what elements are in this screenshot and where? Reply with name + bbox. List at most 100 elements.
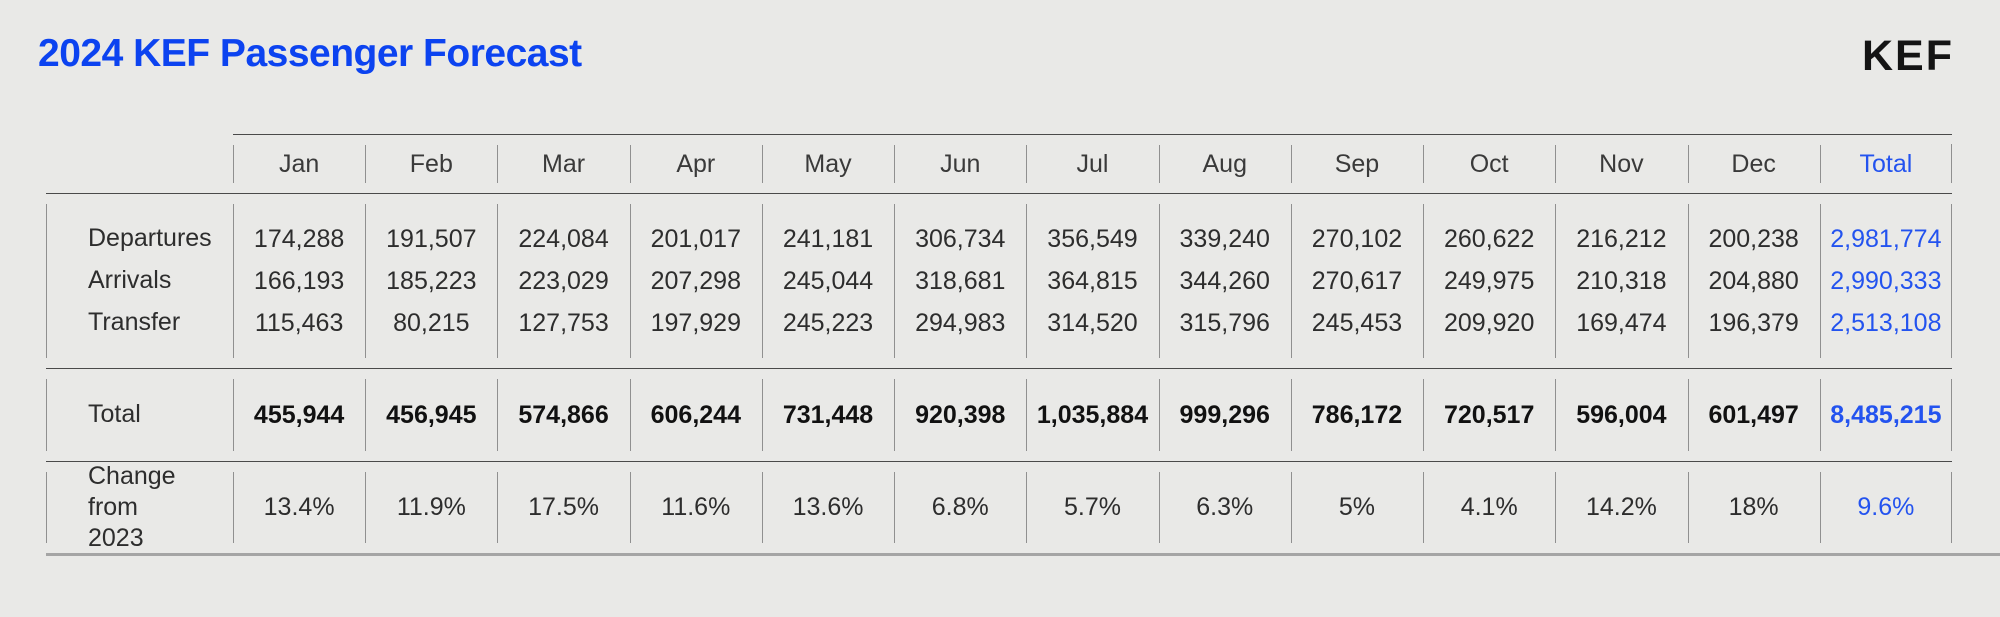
- data-cell: 17.5%: [528, 493, 600, 521]
- data-column: 17.5%: [497, 462, 629, 553]
- data-column: 18%: [1687, 462, 1820, 553]
- data-column: 5.7%: [1026, 462, 1158, 553]
- data-column: 11.9%: [365, 462, 497, 553]
- data-cell: 318,681: [915, 266, 1006, 295]
- row-label-column: Change from 2023: [46, 462, 233, 553]
- month-header-column: Mar: [497, 134, 630, 193]
- data-column: 224,084 223,029 127,753: [497, 194, 629, 368]
- data-cell: 207,298: [650, 266, 741, 295]
- month-header-column: Oct: [1423, 134, 1556, 193]
- month-header-cell: Oct: [1469, 149, 1509, 178]
- data-column: 174,288 166,193 115,463: [233, 194, 365, 368]
- month-header-cell: Apr: [676, 149, 716, 178]
- data-cell: 344,260: [1179, 266, 1270, 295]
- month-header-column: Nov: [1555, 134, 1688, 193]
- data-cell: 455,944: [253, 400, 345, 429]
- row-group-total: Total 455,944 456,945 574,866 606,244 731,448…: [46, 368, 1952, 461]
- month-header-column: Jan: [233, 134, 366, 193]
- data-cell: 11.9%: [396, 493, 466, 521]
- data-cell: 9.6%: [1857, 493, 1915, 521]
- month-header-cell: Jun: [940, 149, 981, 178]
- data-column: 356,549 364,815 314,520: [1026, 194, 1158, 368]
- data-cell: 1,035,884: [1036, 400, 1149, 429]
- row-group-change: Change from 2023 13.4% 11.9% 17.5% 11.6% 13.6…: [46, 461, 1952, 553]
- data-cell: 127,753: [518, 308, 609, 337]
- data-cell: 6.8%: [931, 493, 989, 521]
- data-cell: 920,398: [915, 400, 1006, 429]
- data-column: 216,212 210,318 169,474: [1555, 194, 1687, 368]
- data-column: 339,240 344,260 315,796: [1158, 194, 1291, 368]
- data-cell: 5%: [1338, 493, 1376, 521]
- total-data-column: 2,981,774 2,990,333 2,513,108: [1819, 194, 1952, 368]
- total-data-column: 8,485,215: [1819, 369, 1952, 461]
- data-column: 1,035,884: [1026, 369, 1158, 461]
- data-column: 200,238 204,880 196,379: [1687, 194, 1820, 368]
- data-cell: 200,238: [1708, 224, 1799, 253]
- data-cell: 720,517: [1443, 400, 1535, 429]
- data-cell: 5.7%: [1064, 493, 1121, 521]
- month-header-column: Jul: [1026, 134, 1159, 193]
- page-title: 2024 KEF Passenger Forecast: [38, 32, 582, 75]
- data-cell: 574,866: [518, 400, 609, 429]
- row-label: Change from 2023: [88, 461, 176, 553]
- data-cell: 245,453: [1311, 308, 1403, 337]
- data-cell: 209,920: [1443, 308, 1535, 337]
- data-cell: 14.2%: [1585, 493, 1657, 521]
- month-header-cell: Sep: [1334, 149, 1380, 178]
- data-column: 455,944: [233, 369, 365, 461]
- data-column: 731,448: [761, 369, 894, 461]
- data-cell: 456,945: [386, 400, 477, 429]
- top-bar: 2024 KEF Passenger Forecast KEF: [0, 0, 2000, 134]
- data-column: 241,181 245,044 245,223: [761, 194, 894, 368]
- data-cell: 245,044: [782, 266, 874, 295]
- data-cell: 999,296: [1179, 400, 1270, 429]
- data-cell: 196,379: [1708, 308, 1799, 337]
- data-column: 306,734 318,681 294,983: [894, 194, 1026, 368]
- data-cell: 2,981,774: [1830, 224, 1942, 253]
- row-label-column: Departures Arrivals Transfer: [46, 194, 233, 368]
- data-cell: 6.3%: [1196, 493, 1254, 521]
- table-groups: Departures Arrivals Transfer 174,288 166,193…: [46, 193, 1952, 553]
- data-cell: 241,181: [782, 224, 874, 253]
- data-cell: 18%: [1728, 493, 1779, 521]
- data-column: 260,622 249,975 209,920: [1423, 194, 1555, 368]
- data-cell: 115,463: [254, 308, 344, 337]
- data-cell: 786,172: [1311, 400, 1403, 429]
- data-column: 720,517: [1423, 369, 1555, 461]
- month-header-column: May: [761, 134, 895, 193]
- data-column: 999,296: [1158, 369, 1291, 461]
- data-column: 14.2%: [1555, 462, 1687, 553]
- month-header-column: Aug: [1158, 134, 1291, 193]
- total-data-column: 9.6%: [1819, 462, 1952, 553]
- data-cell: 601,497: [1708, 400, 1799, 429]
- header-spacer: [46, 134, 233, 193]
- data-cell: 315,796: [1179, 308, 1270, 337]
- data-cell: 8,485,215: [1830, 400, 1942, 429]
- data-cell: 249,975: [1443, 266, 1535, 295]
- data-column: 574,866: [497, 369, 629, 461]
- row-label: Transfer: [88, 308, 181, 337]
- month-header-column: Feb: [365, 134, 498, 193]
- data-cell: 201,017: [650, 224, 741, 253]
- month-header-cell: Jan: [278, 149, 320, 178]
- data-cell: 339,240: [1179, 224, 1270, 253]
- data-cell: 270,617: [1311, 266, 1403, 295]
- data-column: 4.1%: [1423, 462, 1555, 553]
- data-column: 11.6%: [629, 462, 762, 553]
- data-cell: 356,549: [1047, 224, 1138, 253]
- data-column: 191,507 185,223 80,215: [365, 194, 497, 368]
- data-cell: 191,507: [386, 224, 477, 253]
- data-column: 786,172: [1290, 369, 1423, 461]
- data-cell: 731,448: [782, 400, 874, 429]
- data-cell: 169,474: [1576, 308, 1667, 337]
- data-cell: 260,622: [1443, 224, 1535, 253]
- data-cell: 13.4%: [263, 493, 335, 521]
- row-group-traffic: Departures Arrivals Transfer 174,288 166,193…: [46, 193, 1952, 368]
- month-header-cell: Aug: [1202, 149, 1247, 178]
- bottom-rule: [46, 553, 2000, 556]
- month-header-cell: Feb: [409, 149, 453, 178]
- row-label-column: Total: [46, 369, 233, 461]
- data-cell: 204,880: [1708, 266, 1799, 295]
- data-column: 13.4%: [233, 462, 365, 553]
